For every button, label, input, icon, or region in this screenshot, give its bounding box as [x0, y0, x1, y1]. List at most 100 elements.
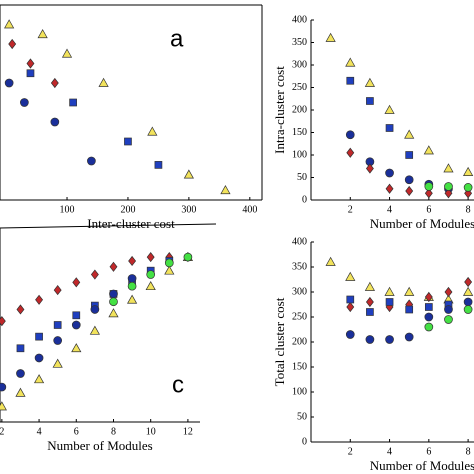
- point: [69, 98, 77, 107]
- point: [61, 48, 73, 58]
- point: [365, 335, 375, 344]
- x-axis-label: Inter-cluster cost: [87, 216, 175, 231]
- point: [15, 387, 26, 397]
- point: [404, 129, 415, 139]
- y-tick-label: 0: [302, 194, 307, 205]
- point: [424, 312, 434, 322]
- point: [0, 401, 7, 411]
- point: [463, 286, 474, 296]
- frame: [0, 223, 217, 229]
- x-axis-label: Number of Modules: [47, 438, 152, 453]
- point: [89, 325, 100, 335]
- x-tick-label: 200: [120, 204, 135, 215]
- point: [424, 322, 434, 332]
- point: [146, 270, 156, 279]
- point: [423, 145, 434, 155]
- point: [345, 57, 356, 67]
- x-tick-label: 8: [466, 204, 471, 215]
- y-tick-label: 200: [292, 336, 307, 347]
- x-tick-label: 10: [146, 426, 156, 437]
- point: [154, 161, 163, 169]
- point: [424, 291, 433, 303]
- y-axis-label: Total cluster cost: [272, 297, 287, 386]
- x-tick-label: 4: [387, 446, 392, 457]
- point: [345, 330, 355, 339]
- x-tick-label: 100: [60, 204, 75, 215]
- point: [108, 308, 119, 318]
- point: [16, 344, 25, 353]
- point: [4, 19, 15, 29]
- point: [405, 151, 414, 159]
- point: [0, 382, 7, 392]
- point: [87, 156, 96, 166]
- point: [33, 374, 45, 384]
- point: [109, 289, 118, 299]
- point: [424, 303, 433, 311]
- x-axis-label: Number of Modules: [370, 216, 474, 231]
- point: [34, 353, 44, 363]
- point: [345, 130, 355, 140]
- y-tick-label: 200: [292, 104, 307, 115]
- point: [53, 285, 62, 296]
- point: [127, 281, 137, 291]
- point: [109, 297, 118, 307]
- point: [50, 117, 60, 127]
- point: [164, 258, 174, 268]
- point: [220, 185, 231, 195]
- point: [90, 305, 100, 314]
- point: [385, 124, 394, 132]
- point: [128, 255, 137, 267]
- y-tick-label: 0: [302, 436, 307, 447]
- point: [346, 301, 355, 313]
- point: [183, 252, 193, 262]
- point: [4, 78, 14, 88]
- point: [385, 298, 394, 306]
- point: [26, 69, 35, 78]
- point: [37, 29, 48, 39]
- x-tick-label: 2: [348, 204, 353, 215]
- point: [364, 281, 376, 291]
- y-tick-label: 300: [292, 286, 307, 297]
- point: [365, 296, 374, 308]
- point: [52, 358, 63, 368]
- point: [16, 369, 25, 378]
- point: [26, 58, 35, 69]
- point: [147, 126, 158, 136]
- point: [424, 182, 434, 191]
- x-tick-label: 6: [426, 204, 431, 215]
- point: [404, 286, 415, 296]
- point: [146, 252, 155, 263]
- x-tick-label: 400: [242, 204, 257, 215]
- point: [366, 97, 374, 105]
- point: [365, 163, 374, 174]
- y-tick-label: 350: [292, 37, 307, 48]
- point: [444, 188, 453, 199]
- point: [164, 265, 175, 275]
- point: [72, 277, 81, 288]
- x-tick-label: 4: [37, 426, 42, 437]
- point: [0, 316, 6, 327]
- x-tick-label: 2: [0, 426, 4, 437]
- panel-letter: c: [172, 371, 184, 398]
- point: [53, 321, 62, 329]
- point: [345, 271, 356, 281]
- point: [8, 38, 17, 50]
- point: [444, 286, 453, 298]
- point: [126, 294, 138, 304]
- point: [443, 163, 454, 173]
- point: [325, 256, 336, 266]
- point: [385, 168, 394, 178]
- point: [71, 343, 82, 353]
- point: [463, 297, 473, 307]
- x-tick-label: 6: [74, 426, 79, 437]
- x-tick-label: 4: [387, 204, 392, 215]
- point: [384, 104, 395, 114]
- y-tick-label: 300: [292, 59, 307, 70]
- point: [404, 175, 414, 185]
- x-tick-label: 8: [111, 426, 116, 437]
- point: [364, 77, 376, 87]
- point: [145, 280, 156, 291]
- point: [385, 183, 394, 194]
- point: [325, 32, 336, 42]
